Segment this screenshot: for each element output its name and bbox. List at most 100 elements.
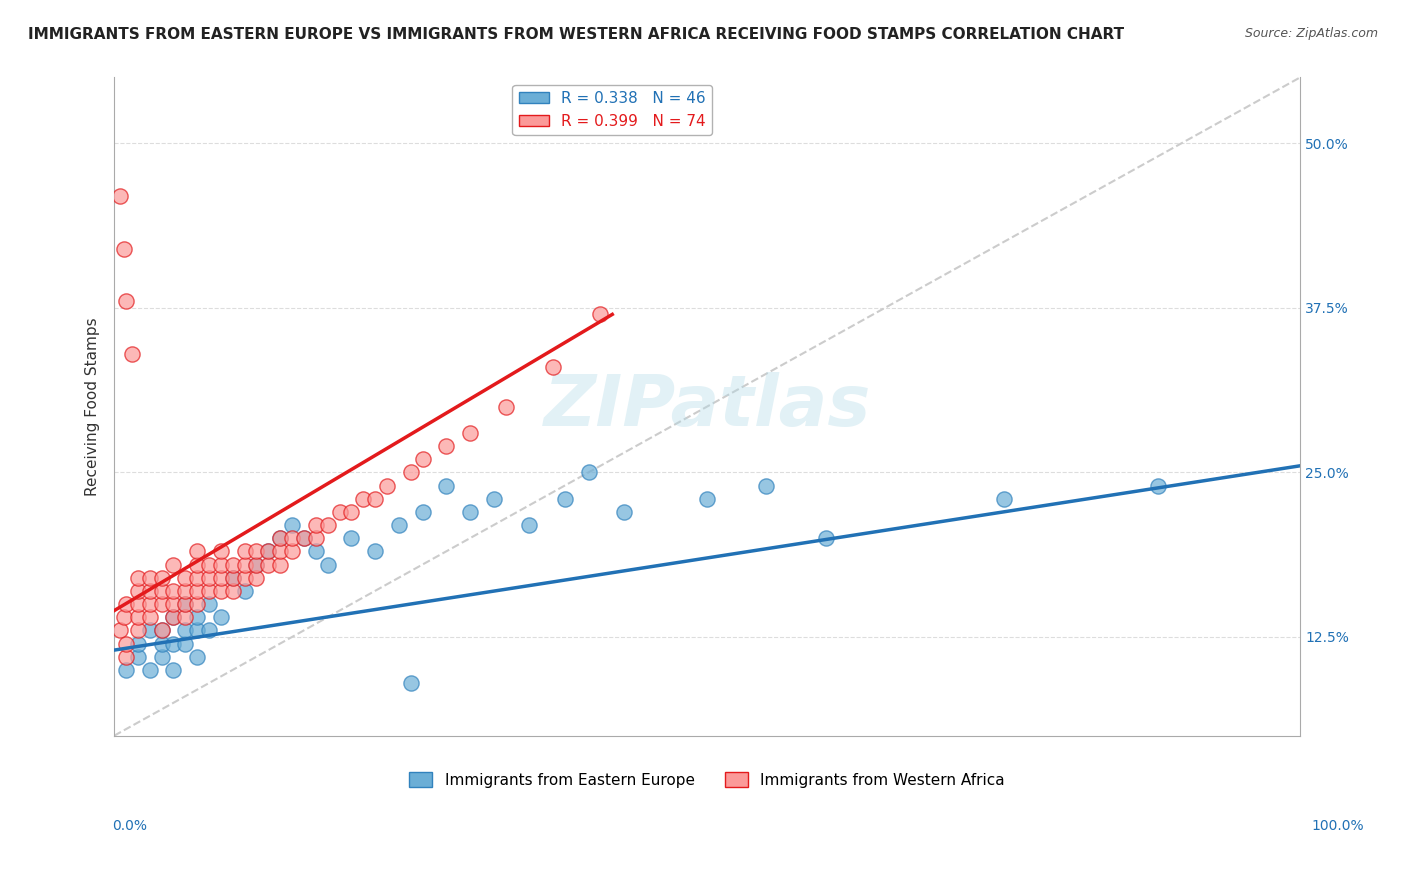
- Point: [269, 558, 291, 572]
- Point: [139, 583, 162, 598]
- Point: [198, 583, 221, 598]
- Point: [139, 624, 162, 638]
- Point: [209, 583, 232, 598]
- Point: [162, 610, 184, 624]
- Point: [115, 294, 138, 309]
- Point: [162, 597, 184, 611]
- Point: [112, 242, 135, 256]
- Point: [233, 544, 256, 558]
- Point: [316, 518, 339, 533]
- Point: [198, 624, 221, 638]
- Point: [186, 649, 208, 664]
- Point: [186, 583, 208, 598]
- Point: [245, 558, 267, 572]
- Point: [245, 558, 267, 572]
- Point: [364, 544, 387, 558]
- Text: IMMIGRANTS FROM EASTERN EUROPE VS IMMIGRANTS FROM WESTERN AFRICA RECEIVING FOOD : IMMIGRANTS FROM EASTERN EUROPE VS IMMIGR…: [28, 27, 1125, 42]
- Point: [186, 558, 208, 572]
- Point: [127, 610, 149, 624]
- Legend: Immigrants from Eastern Europe, Immigrants from Western Africa: Immigrants from Eastern Europe, Immigran…: [404, 765, 1011, 794]
- Point: [281, 518, 304, 533]
- Point: [162, 636, 184, 650]
- Point: [352, 491, 374, 506]
- Point: [174, 597, 197, 611]
- Text: ZIPatlas: ZIPatlas: [544, 372, 870, 441]
- Point: [434, 439, 457, 453]
- Point: [209, 544, 232, 558]
- Point: [115, 663, 138, 677]
- Point: [150, 624, 173, 638]
- Point: [150, 583, 173, 598]
- Point: [150, 624, 173, 638]
- Point: [174, 597, 197, 611]
- Point: [174, 624, 197, 638]
- Point: [127, 636, 149, 650]
- Point: [328, 505, 350, 519]
- Point: [127, 597, 149, 611]
- Point: [222, 558, 245, 572]
- Point: [115, 597, 138, 611]
- Point: [186, 544, 208, 558]
- Point: [269, 544, 291, 558]
- Point: [269, 531, 291, 545]
- Point: [186, 610, 208, 624]
- Point: [222, 583, 245, 598]
- Point: [198, 597, 221, 611]
- Point: [121, 347, 143, 361]
- Point: [139, 597, 162, 611]
- Point: [174, 636, 197, 650]
- Point: [174, 583, 197, 598]
- Point: [541, 360, 564, 375]
- Point: [209, 610, 232, 624]
- Point: [186, 624, 208, 638]
- Point: [458, 425, 481, 440]
- Point: [305, 531, 328, 545]
- Point: [375, 478, 398, 492]
- Point: [150, 597, 173, 611]
- Point: [108, 624, 131, 638]
- Point: [150, 649, 173, 664]
- Point: [613, 505, 636, 519]
- Point: [434, 478, 457, 492]
- Point: [993, 491, 1015, 506]
- Text: 0.0%: 0.0%: [112, 819, 148, 832]
- Point: [186, 597, 208, 611]
- Point: [127, 583, 149, 598]
- Point: [257, 544, 280, 558]
- Point: [257, 544, 280, 558]
- Point: [281, 544, 304, 558]
- Point: [517, 518, 540, 533]
- Point: [292, 531, 315, 545]
- Point: [292, 531, 315, 545]
- Point: [316, 558, 339, 572]
- Point: [755, 478, 778, 492]
- Point: [150, 571, 173, 585]
- Point: [222, 571, 245, 585]
- Point: [388, 518, 411, 533]
- Point: [198, 571, 221, 585]
- Point: [115, 649, 138, 664]
- Point: [233, 558, 256, 572]
- Point: [127, 571, 149, 585]
- Point: [127, 649, 149, 664]
- Point: [139, 663, 162, 677]
- Text: 100.0%: 100.0%: [1312, 819, 1364, 832]
- Point: [458, 505, 481, 519]
- Point: [340, 505, 363, 519]
- Point: [412, 505, 434, 519]
- Point: [281, 531, 304, 545]
- Point: [399, 466, 422, 480]
- Point: [412, 452, 434, 467]
- Point: [233, 571, 256, 585]
- Point: [305, 518, 328, 533]
- Point: [340, 531, 363, 545]
- Point: [578, 466, 600, 480]
- Point: [222, 571, 245, 585]
- Point: [162, 558, 184, 572]
- Point: [233, 583, 256, 598]
- Point: [245, 544, 267, 558]
- Point: [269, 531, 291, 545]
- Point: [399, 676, 422, 690]
- Point: [305, 544, 328, 558]
- Point: [245, 571, 267, 585]
